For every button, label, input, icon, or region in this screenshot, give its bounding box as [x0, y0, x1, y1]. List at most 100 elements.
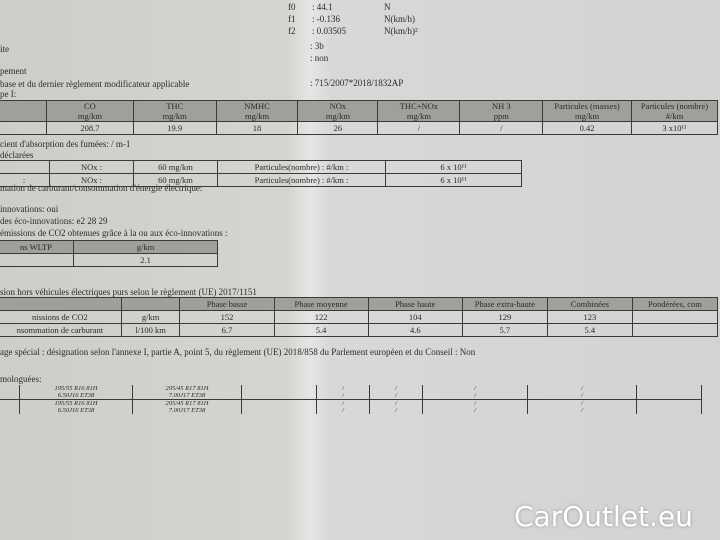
- table-cell: 122: [273, 310, 369, 324]
- text-eco: innovations: oui: [0, 204, 59, 214]
- table-cell: 26: [297, 121, 379, 135]
- table-cell: 205/45 R17 81H: [132, 399, 242, 407]
- table-cell: Phase extra-haute: [461, 297, 548, 311]
- cell-text: NH 3: [491, 101, 511, 111]
- header-row: ns WLTP g/km: [0, 240, 218, 254]
- cell-text: THC: [166, 101, 184, 111]
- table-cell: Combinées: [546, 297, 633, 311]
- table-cell: NOx :: [49, 173, 134, 187]
- wltp-consumption-table: Phase basse Phase moyenne Phase haute Phase…: [0, 297, 719, 337]
- table-cell: /: [422, 392, 528, 400]
- tyres-table: 195/55 R16 81H 205/45 R17 81H / / //6.50J16 …: [0, 385, 702, 414]
- table-cell: 6.7: [179, 323, 275, 337]
- table-cell: [636, 385, 702, 392]
- table-cell: 195/55 R16 81H: [19, 399, 133, 407]
- cell-text: #/km: [665, 111, 684, 121]
- table-cell: 6.50J16 ET38: [19, 407, 133, 414]
- cell-text: NMHC: [244, 101, 270, 111]
- table-cell: Particules(nombre) : #/km :: [217, 160, 386, 174]
- text-base-val: : 715/2007*2018/1832AP: [310, 78, 404, 88]
- header-row: CO mg/km THC mg/km NMHC mg/km NOx mg/km THC+NOx m…: [0, 100, 719, 122]
- table-cell: NH 3 ppm: [459, 100, 544, 122]
- table-cell: /: [369, 385, 423, 392]
- table-cell: /: [422, 385, 528, 392]
- table-cell: 6 x 10¹¹: [385, 173, 522, 187]
- table-cell: /: [422, 399, 528, 407]
- table-cell: nsommation de carburant: [0, 323, 122, 337]
- cell-text: THC+NOx: [399, 101, 439, 111]
- text-eco-code: des éco-innovations: e2 28 29: [0, 216, 108, 226]
- table-row: 6.50J16 ET38 7.00J17 ET38// / /: [0, 407, 702, 414]
- cell-text: mg/km: [574, 111, 600, 121]
- cell-text: NOx: [329, 101, 347, 111]
- table-cell: Pondérées, com: [631, 297, 719, 311]
- table-cell: 3 x10¹¹: [630, 121, 719, 135]
- table-cell: [0, 297, 122, 311]
- table-cell: 208.7: [46, 121, 134, 135]
- text-hors: sion hors véhicules électriques purs sel…: [0, 287, 257, 297]
- table-row: 208.7 19.9 18 26//0.42 3 x10¹¹: [0, 121, 719, 135]
- table-cell: NOx mg/km: [297, 100, 379, 122]
- table-cell: [0, 392, 20, 400]
- cell-text: ppm: [493, 111, 509, 121]
- table-cell: g/km: [120, 310, 181, 324]
- table-cell: 5.7: [461, 323, 548, 337]
- table-row: 2.1: [0, 253, 218, 267]
- table-cell: 104: [367, 310, 463, 324]
- table-cell: /: [316, 392, 370, 400]
- text-pement: pement: [0, 66, 27, 76]
- table-cell: /: [459, 121, 544, 135]
- table-cell: Particules (nombre) #/km: [630, 100, 719, 122]
- table-cell: /: [527, 385, 637, 392]
- table-cell: [636, 399, 702, 407]
- table-cell: /: [316, 399, 370, 407]
- table-cell: 2.1: [73, 253, 218, 267]
- emissions-table: CO mg/km THC mg/km NMHC mg/km NOx mg/km THC+NOx m…: [0, 100, 719, 135]
- header-row: Phase basse Phase moyenne Phase haute Phase…: [0, 297, 719, 311]
- text-base: base et du dernier règlement modificateu…: [0, 79, 190, 89]
- text-ite-val: : 3b: [310, 41, 324, 51]
- table-cell: [241, 407, 317, 414]
- table-row: nsommation de carburant l/100 km 6.7 5.4 4.6…: [0, 323, 719, 337]
- table-cell: 7.00J17 ET38: [132, 392, 242, 400]
- table-cell: [0, 160, 50, 174]
- coeff-label: f0: [288, 2, 296, 12]
- table-cell: 7.00J17 ET38: [132, 407, 242, 414]
- text-conso: mation de carburant/consommation d'énerg…: [0, 183, 203, 193]
- table-cell: g/km: [73, 240, 218, 254]
- table-cell: 6.50J16 ET38: [19, 392, 133, 400]
- text-declarees: déclarées: [0, 150, 34, 160]
- watermark-logo: CarOutlet.eu: [514, 500, 693, 533]
- text-homol: mologuées:: [0, 374, 42, 384]
- declared-limits-table: NOx :60 mg/km Particules(nombre) : #/km :…: [0, 160, 522, 187]
- table-cell: THC mg/km: [132, 100, 217, 122]
- table-cell: [631, 310, 719, 324]
- table-cell: 4.6: [367, 323, 463, 337]
- table-cell: ns WLTP: [0, 240, 74, 254]
- cell-text: mg/km: [244, 111, 270, 121]
- text-ite: ite: [0, 44, 9, 54]
- cell-text: mg/km: [162, 111, 187, 121]
- coeff-label: f2: [288, 26, 296, 36]
- table-row: : NOx :60 mg/km Particules(nombre) : #/km …: [0, 173, 522, 187]
- table-cell: /: [527, 392, 637, 400]
- text-eco-co2: émissions de CO2 obtenues grâce à la ou …: [0, 228, 228, 238]
- table-cell: 0.42: [542, 121, 632, 135]
- table-cell: THC+NOx mg/km: [377, 100, 461, 122]
- table-cell: [636, 407, 702, 414]
- table-cell: :: [0, 173, 50, 187]
- table-cell: NMHC mg/km: [215, 100, 299, 122]
- table-row: 6.50J16 ET38 7.00J17 ET38// / /: [0, 392, 702, 400]
- table-cell: 19.9: [132, 121, 217, 135]
- table-cell: /: [369, 399, 423, 407]
- text-type: pe I:: [0, 89, 17, 99]
- table-cell: nissions de CO2: [0, 310, 122, 324]
- table-cell: [0, 100, 48, 122]
- coeff-unit: N(km/h): [384, 14, 415, 24]
- table-cell: [241, 385, 317, 392]
- text-special: age spécial : désignation selon l'annexe…: [0, 347, 476, 357]
- cell-text: Particules (nombre): [640, 101, 709, 111]
- table-cell: 6 x 10¹¹: [385, 160, 522, 174]
- table-cell: Particules(nombre) : #/km :: [217, 173, 386, 187]
- coeff-value: : -0.136: [312, 14, 340, 24]
